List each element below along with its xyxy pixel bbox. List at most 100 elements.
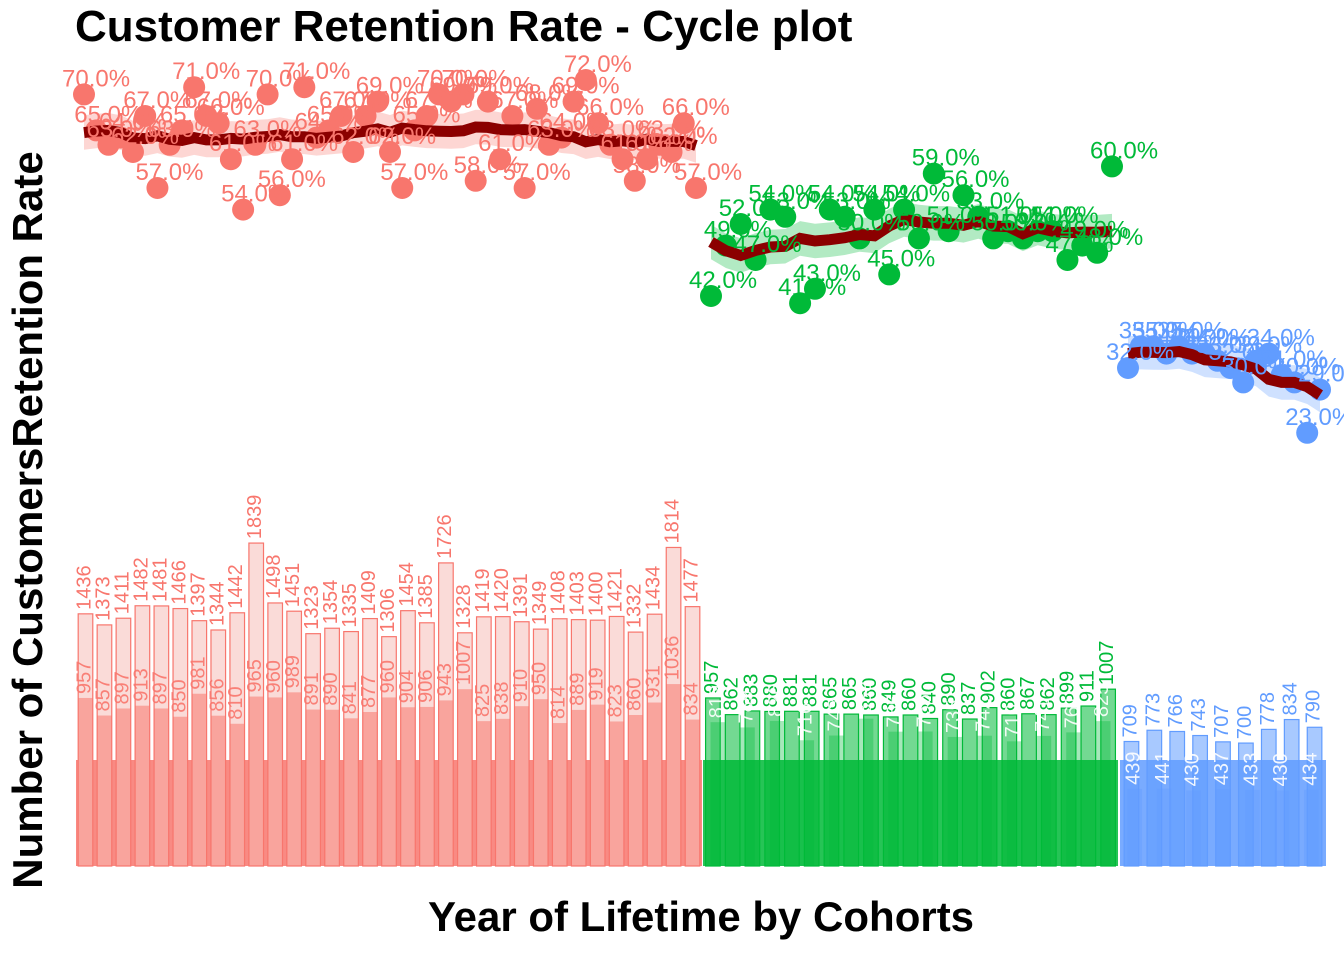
bar-retained-label: 433 [1240, 753, 1262, 786]
retention-label: 57.0% [380, 159, 448, 186]
retention-point [952, 184, 975, 207]
bar-total [1146, 729, 1163, 867]
retention-label: 56.0% [258, 166, 326, 193]
retention-point [146, 177, 169, 199]
bar-retained [457, 689, 473, 866]
bar-total [724, 714, 741, 867]
retention-point [623, 169, 646, 192]
bar-retained-label: 965 [244, 659, 266, 692]
bar-retained-label: 826 [765, 684, 787, 717]
bar-retained-label: 1036 [662, 636, 684, 681]
bar-retained-label: 890 [320, 672, 342, 705]
bar-total-label: 1436 [73, 565, 95, 610]
retention-point [587, 112, 610, 135]
retention-point [1232, 371, 1255, 394]
bar-retained [947, 736, 963, 866]
retention-point [183, 76, 206, 99]
bar-total-label: 881 [800, 674, 822, 707]
retention-label: 61.0% [601, 130, 669, 157]
retention-point [1101, 155, 1123, 178]
retention-label: 29.0% [1298, 361, 1344, 388]
bar-retained [666, 684, 681, 866]
retention-point [379, 141, 401, 163]
bar-retained [419, 706, 435, 866]
retention-label: 32.0% [1208, 339, 1276, 366]
bar-total-label: 860 [859, 678, 881, 711]
retention-label: 65.0% [74, 101, 142, 128]
retention-point [330, 105, 353, 127]
bar-total-label: 862 [721, 677, 743, 710]
retention-label: 70.0% [62, 65, 130, 92]
bar-retained-label: 856 [206, 678, 228, 711]
bar-total-label: 862 [1037, 677, 1059, 710]
retention-label: 51.0% [986, 202, 1054, 229]
retention-point [803, 277, 826, 300]
bar-retained [116, 708, 131, 866]
retention-label: 71.0% [172, 58, 240, 85]
bar-retained-label: 960 [377, 660, 399, 693]
bar-total-label: 1421 [605, 568, 627, 613]
bar-total-label: 1726 [434, 514, 456, 559]
retention-label: 61.0% [270, 130, 338, 157]
bar-total [961, 718, 978, 867]
bar-total [1283, 718, 1300, 867]
bar-total-label: 1477 [681, 558, 703, 603]
bar-retained [78, 697, 93, 866]
retention-label: 67.0% [319, 87, 387, 114]
retention-label: 69.0% [552, 73, 620, 100]
retention-point [789, 292, 812, 315]
retention-label: 59.0% [912, 145, 980, 172]
bar-total-label: 707 [1211, 704, 1233, 737]
bar-total-label: 1434 [643, 566, 665, 611]
bar-retained [192, 693, 207, 866]
retention-point [907, 227, 930, 250]
bar-retained [381, 697, 397, 866]
bar-retained [1303, 789, 1319, 866]
bar-total [1100, 688, 1117, 867]
bar-retained [514, 706, 530, 866]
bar-retained-label: 814 [548, 686, 570, 719]
bar-total-label: 1323 [301, 585, 323, 630]
bar-retained-label: 910 [510, 669, 532, 702]
bar-retained [1156, 788, 1172, 866]
bar-total [803, 710, 820, 867]
retention-label: 57.0% [503, 159, 571, 186]
bar-total-label: 911 [1076, 670, 1098, 702]
retention-label: 43.0% [793, 260, 861, 287]
bar-total-label: 883 [740, 674, 762, 707]
retention-label: 52.0% [719, 195, 787, 222]
retention-point [366, 90, 389, 113]
retention-label: 53.0% [823, 188, 891, 215]
retention-label: 41.0% [778, 274, 846, 301]
retention-label: 63.0% [588, 116, 656, 143]
bar-total-label: 837 [958, 682, 980, 715]
bar-total-label: 1007 [1096, 641, 1118, 686]
bar-retained [324, 709, 340, 866]
retention-point [574, 69, 597, 91]
bar-total-label: 1373 [92, 576, 114, 621]
bar-retained-label: 913 [130, 668, 152, 701]
bar-retained [248, 696, 264, 866]
bar-retained-label: 834 [681, 682, 703, 715]
retention-point [293, 76, 316, 99]
bar-total-label: 778 [1257, 692, 1279, 725]
bar-retained-label: 897 [111, 671, 133, 704]
bar-total-label: 890 [938, 672, 960, 705]
retention-point [774, 205, 797, 228]
retention-label: 67.0% [123, 87, 191, 114]
bar-retained [476, 721, 492, 866]
retention-label: 35.0% [1132, 317, 1200, 344]
bar-total [981, 707, 998, 867]
retention-point [476, 90, 499, 113]
retention-label: 70.0% [417, 65, 485, 92]
trend-line [708, 213, 1113, 262]
bar-total-label: 1409 [358, 570, 380, 615]
retention-label: 54.0% [808, 181, 876, 208]
bar-retained-label: 960 [263, 660, 285, 693]
retention-label: 32.0% [1106, 339, 1174, 366]
bar-retained [918, 731, 933, 866]
retention-label: 69.0% [466, 73, 534, 100]
retention-label: 58.0% [454, 152, 522, 179]
bar-retained [1095, 721, 1111, 866]
